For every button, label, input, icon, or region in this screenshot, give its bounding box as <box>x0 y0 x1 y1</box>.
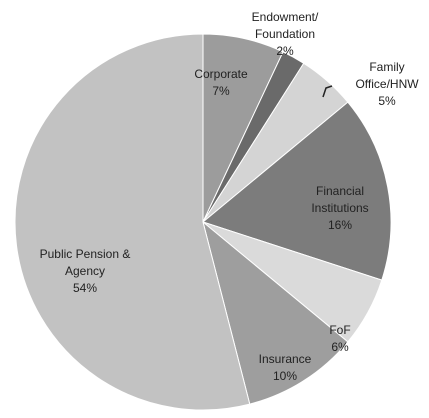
value-label: 5% <box>378 94 396 108</box>
value-label: 54% <box>73 281 97 295</box>
category-label: Family Office/HNW <box>355 60 419 91</box>
pie-slice <box>202 220 349 405</box>
value-label: 2% <box>276 44 294 58</box>
category-label: Financial Institutions <box>311 184 368 215</box>
category-label: Public Pension & Agency <box>40 247 131 278</box>
value-label: 6% <box>331 340 349 354</box>
category-label: FoF <box>329 323 350 337</box>
value-label: 10% <box>273 369 297 383</box>
value-label: 7% <box>212 84 230 98</box>
value-label: 16% <box>328 218 352 232</box>
category-label: Endowment/Foundation <box>252 10 319 41</box>
pie-slice <box>201 101 392 281</box>
category-label: Corporate <box>194 67 248 81</box>
pie-slice <box>14 33 251 411</box>
leader-line <box>322 85 333 98</box>
category-label: Insurance <box>259 352 312 366</box>
